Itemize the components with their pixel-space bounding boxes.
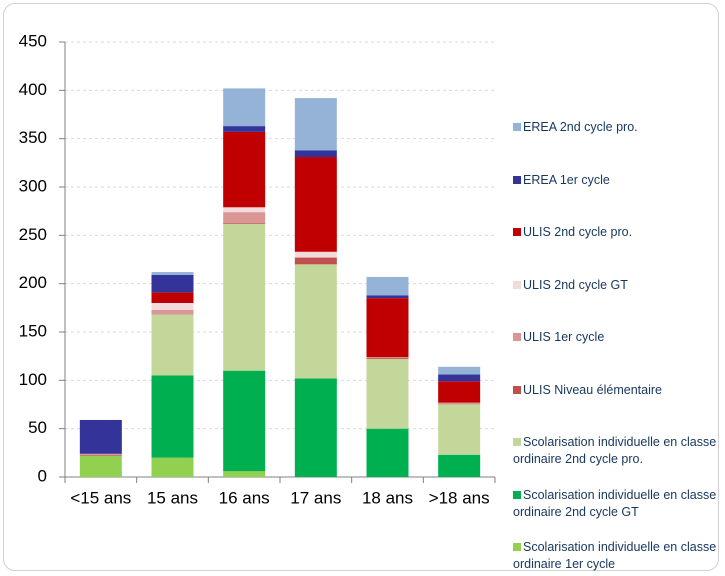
legend-item: ULIS Niveau élémentaire <box>513 382 723 399</box>
bar-segment <box>294 257 337 265</box>
y-tick-label: 100 <box>19 370 47 389</box>
bar-segment <box>79 454 122 456</box>
bar-segment <box>79 453 122 455</box>
legend-swatch <box>513 385 521 394</box>
bar-segment <box>151 457 194 477</box>
legend-swatch <box>513 438 521 446</box>
y-tick-label: 50 <box>28 418 47 437</box>
bar-segment <box>438 404 481 455</box>
bar-segment <box>151 274 194 293</box>
legend-label: ULIS 2nd cycle pro. <box>523 225 633 239</box>
bar-segment <box>294 98 337 151</box>
legend-swatch <box>513 123 521 131</box>
bar-segment <box>223 223 266 371</box>
legend-item: EREA 2nd cycle pro. <box>513 119 723 136</box>
legend-label: EREA 1er cycle <box>523 172 610 187</box>
bar-segment <box>151 309 194 315</box>
legend-item: EREA 1er cycle <box>513 172 723 189</box>
bar-segment <box>223 131 266 208</box>
x-tick-label: <15 ans <box>70 488 131 507</box>
bar-segment <box>366 276 409 296</box>
legend-swatch <box>513 543 521 551</box>
bar-segment <box>223 88 266 127</box>
bar-segment <box>438 381 481 403</box>
bar-segment <box>223 207 266 213</box>
legend-swatch <box>513 490 521 499</box>
y-tick-label: 0 <box>38 466 47 485</box>
bar-segment <box>366 428 409 477</box>
legend-swatch <box>513 175 521 184</box>
legend-label: EREA 2nd cycle pro. <box>523 120 638 134</box>
bar-segment <box>79 455 122 477</box>
legend-label: ULIS 2nd cycle GT <box>523 277 628 292</box>
legend-swatch <box>513 333 521 341</box>
bar-segment <box>438 454 481 477</box>
bar-segment <box>294 150 337 158</box>
legend-item: Scolarisation individuelle en classe ord… <box>513 539 723 573</box>
bar-segment <box>223 212 266 223</box>
bar-segment <box>438 374 481 382</box>
legend-label: Scolarisation individuelle en classe ord… <box>513 540 717 571</box>
x-tick-label: 18 ans <box>362 488 413 507</box>
bar-segment <box>223 370 266 472</box>
bar-segment <box>151 375 194 458</box>
bar-segment <box>151 272 194 275</box>
bar-segment <box>366 357 409 359</box>
bar-segment <box>438 366 481 375</box>
bar-segment <box>151 314 194 376</box>
legend-label: Scolarisation individuelle en classe ord… <box>513 435 717 466</box>
bar-segment <box>294 378 337 477</box>
y-tick-label: 150 <box>19 321 47 340</box>
bar-segment <box>223 222 266 224</box>
legend-item: ULIS 2nd cycle GT <box>513 277 723 294</box>
bar-segment <box>366 358 409 360</box>
legend-label: ULIS 1er cycle <box>523 330 605 344</box>
legend-item: ULIS 2nd cycle pro. <box>513 224 723 241</box>
y-tick-label: 350 <box>19 128 47 147</box>
y-tick-label: 450 <box>19 31 47 50</box>
legend-label: ULIS Niveau élémentaire <box>523 382 662 397</box>
y-tick-label: 250 <box>19 225 47 244</box>
bar-segment <box>151 303 194 310</box>
legend-item: Scolarisation individuelle en classe ord… <box>513 434 723 468</box>
bar-segment <box>151 292 194 303</box>
legend-swatch <box>513 280 521 289</box>
bar-segment <box>294 264 337 379</box>
y-tick-label: 200 <box>19 273 47 292</box>
chart-frame <box>3 3 719 571</box>
bar-segment <box>223 471 266 477</box>
bar-segment <box>79 419 122 454</box>
legend-item: ULIS 1er cycle <box>513 329 723 346</box>
x-tick-label: 17 ans <box>290 488 341 507</box>
bar-segment <box>366 359 409 429</box>
legend-label: Scolarisation individuelle en classe ord… <box>513 487 717 519</box>
bar-segment <box>366 295 409 299</box>
bar-segment <box>223 126 266 132</box>
bar-segment <box>438 402 481 405</box>
legend-swatch <box>513 228 521 236</box>
x-tick-label: 16 ans <box>219 488 270 507</box>
y-tick-label: 300 <box>19 176 47 195</box>
x-tick-label: 15 ans <box>147 488 198 507</box>
bar-segment <box>294 157 337 252</box>
y-tick-label: 400 <box>19 80 47 99</box>
x-tick-label: >18 ans <box>429 488 490 507</box>
bar-segment <box>294 251 337 258</box>
bar-segment <box>366 298 409 358</box>
legend-item: Scolarisation individuelle en classe ord… <box>513 487 723 521</box>
